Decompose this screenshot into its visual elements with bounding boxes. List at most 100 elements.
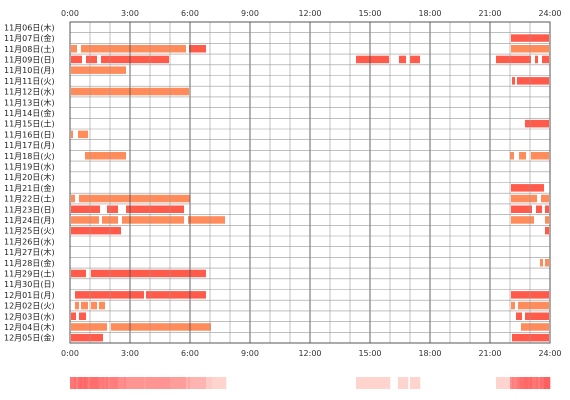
summary-cell-66 — [202, 377, 205, 389]
summary-cell-10 — [90, 377, 93, 389]
activity-bar-17-5 — [545, 205, 549, 213]
summary-cell-217 — [504, 377, 507, 389]
summary-cell-72 — [214, 377, 217, 389]
summary-cell-67 — [204, 377, 207, 389]
activity-bar-10-0 — [71, 130, 73, 139]
summary-cell-51 — [172, 377, 175, 389]
row-label-4: 11月10日(月) — [4, 66, 55, 75]
summary-cell-28 — [126, 377, 129, 389]
summary-cell-42 — [154, 377, 157, 389]
summary-cell-11 — [92, 377, 95, 389]
summary-cell-69 — [208, 377, 211, 389]
activity-bar-3-7 — [535, 55, 538, 64]
row-label-16: 11月22日(土) — [4, 194, 55, 204]
summary-cell-2 — [74, 377, 77, 389]
row-label-19: 11月25日(火) — [4, 227, 55, 236]
summary-cell-16 — [102, 377, 105, 389]
summary-cell-216 — [502, 377, 505, 389]
summary-cell-50 — [170, 377, 173, 389]
row-label-18: 11月24日(月) — [4, 216, 55, 225]
activity-bar-2-1 — [81, 45, 186, 53]
row-label-9: 11月15日(土) — [4, 119, 55, 129]
summary-cell-53 — [176, 377, 179, 389]
summary-cell-213 — [496, 377, 499, 389]
row-label-6: 11月12日(水) — [4, 87, 55, 97]
activity-bar-10-1 — [78, 130, 88, 139]
x-tick-top-6: 18:00 — [418, 9, 441, 18]
x-tick-bottom-6: 18:00 — [418, 349, 441, 358]
summary-cell-52 — [174, 377, 177, 389]
summary-cell-60 — [190, 377, 193, 389]
row-label-28: 12月04日(木) — [4, 322, 55, 332]
summary-cell-155 — [380, 377, 383, 389]
activity-bar-5-1 — [517, 77, 549, 85]
summary-cell-174 — [418, 377, 421, 389]
summary-cell-36 — [142, 377, 145, 389]
activity-bar-26-4 — [511, 301, 515, 310]
summary-cell-149 — [368, 377, 371, 389]
summary-cell-59 — [188, 377, 191, 389]
row-label-1: 11月07日(金) — [4, 33, 55, 43]
summary-cell-219 — [508, 377, 511, 389]
summary-cell-32 — [134, 377, 137, 389]
summary-cell-237 — [544, 377, 547, 389]
activity-bar-26-5 — [518, 301, 549, 310]
summary-cell-19 — [108, 377, 111, 389]
activity-bar-5-0 — [512, 77, 515, 85]
activity-bar-26-0 — [75, 301, 79, 310]
row-label-14: 11月20日(木) — [4, 172, 55, 182]
summary-cell-33 — [136, 377, 139, 389]
activity-bar-3-8 — [542, 55, 549, 64]
summary-cell-44 — [158, 377, 161, 389]
summary-cell-47 — [164, 377, 167, 389]
activity-bar-18-4 — [511, 216, 534, 224]
row-label-10: 11月16日(日) — [4, 130, 55, 139]
x-tick-bottom-4: 12:00 — [298, 349, 321, 358]
grid-lines — [69, 21, 551, 344]
summary-cell-154 — [378, 377, 381, 389]
summary-cell-55 — [180, 377, 183, 389]
summary-cell-151 — [372, 377, 375, 389]
row-label-8: 11月14日(金) — [4, 108, 55, 118]
summary-cell-73 — [216, 377, 219, 389]
summary-cell-25 — [120, 377, 123, 389]
summary-cell-173 — [416, 377, 419, 389]
summary-cell-224 — [518, 377, 521, 389]
x-tick-bottom-1: 3:00 — [121, 349, 139, 358]
activity-bar-19-0 — [71, 226, 121, 235]
summary-cell-64 — [198, 377, 201, 389]
summary-cell-77 — [224, 377, 227, 389]
summary-cell-145 — [360, 377, 363, 389]
activity-bar-27-2 — [516, 312, 522, 320]
summary-cell-236 — [542, 377, 545, 389]
activity-bar-3-6 — [496, 55, 531, 64]
summary-cell-4 — [78, 377, 81, 389]
summary-cell-239 — [548, 377, 551, 389]
summary-cell-164 — [398, 377, 401, 389]
row-label-13: 11月19日(水) — [4, 161, 55, 171]
summary-cell-37 — [144, 377, 147, 389]
summary-cell-40 — [150, 377, 153, 389]
summary-cell-157 — [384, 377, 387, 389]
summary-cell-225 — [520, 377, 523, 389]
summary-cell-227 — [524, 377, 527, 389]
summary-cell-57 — [184, 377, 187, 389]
summary-cell-228 — [526, 377, 529, 389]
summary-cell-75 — [220, 377, 223, 389]
x-tick-top-3: 9:00 — [241, 9, 259, 18]
summary-cell-215 — [500, 377, 503, 389]
summary-cell-159 — [388, 377, 391, 389]
summary-cell-56 — [182, 377, 185, 389]
activity-bar-22-0 — [540, 259, 543, 267]
summary-cell-156 — [382, 377, 385, 389]
summary-cell-5 — [80, 377, 83, 389]
summary-cell-146 — [362, 377, 365, 389]
activity-bar-27-0 — [71, 312, 76, 320]
summary-cell-0 — [70, 377, 73, 389]
x-tick-bottom-2: 6:00 — [181, 349, 199, 358]
row-label-7: 11月13日(木) — [4, 97, 55, 107]
activity-bar-12-3 — [531, 152, 549, 160]
row-label-21: 11月27日(木) — [4, 247, 55, 257]
activity-bar-9-0 — [525, 119, 549, 128]
